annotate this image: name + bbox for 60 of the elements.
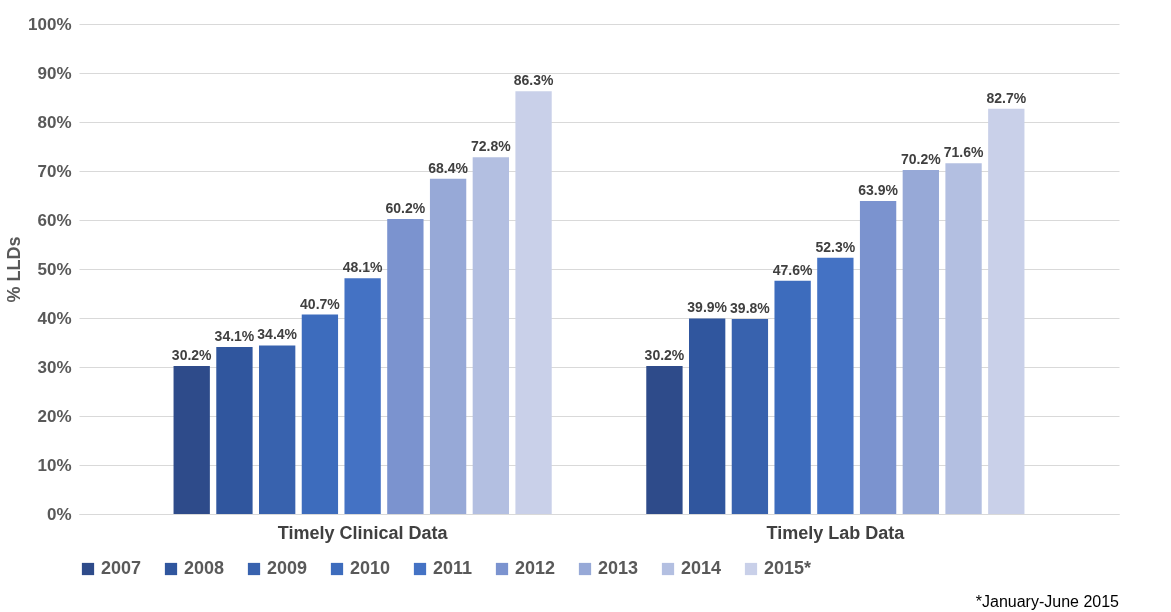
y-tick-label: 20%: [37, 406, 72, 426]
y-tick-label: 80%: [37, 112, 72, 132]
data-label: 86.3%: [513, 72, 554, 89]
data-label: 34.1%: [214, 327, 255, 344]
legend-label: 2011: [433, 558, 473, 578]
legend-label: 2015*: [764, 558, 812, 578]
y-tick-label: 70%: [37, 161, 72, 181]
data-label: 30.2%: [171, 347, 213, 364]
legend-label: 2007: [101, 558, 142, 578]
x-tick-label: Timely Clinical Data: [277, 522, 449, 543]
legend-label: 2008: [184, 558, 225, 578]
bar: [259, 345, 296, 514]
y-tick-label: 90%: [37, 63, 72, 83]
bar: [646, 366, 683, 514]
data-label: 47.6%: [772, 261, 814, 278]
y-tick-label: 50%: [37, 259, 72, 279]
bar: [216, 346, 253, 514]
bar: [387, 219, 424, 514]
bar: [515, 91, 552, 514]
data-label: 39.8%: [730, 299, 771, 316]
y-tick-label: 100%: [28, 14, 72, 34]
bar: [774, 280, 811, 514]
legend-label: 2010: [350, 558, 391, 578]
data-label: 48.1%: [342, 259, 384, 276]
bar: [988, 108, 1025, 514]
bar: [731, 318, 769, 514]
bar: [902, 170, 939, 514]
y-tick-label: 40%: [37, 308, 72, 328]
y-tick-label: 60%: [37, 210, 72, 230]
bar: [859, 200, 897, 514]
data-label: 60.2%: [385, 200, 426, 217]
bar: [945, 163, 982, 514]
y-tick-label: 10%: [37, 455, 72, 475]
y-tick-label: 30%: [37, 357, 72, 377]
data-label: 30.2%: [644, 347, 685, 364]
bar: [472, 157, 509, 514]
data-label: 63.9%: [858, 181, 899, 198]
bar: [817, 257, 854, 514]
data-label: 52.3%: [815, 238, 856, 255]
y-tick-label: 0%: [46, 504, 72, 524]
data-label: 39.9%: [687, 299, 728, 316]
legend-label: 2013: [598, 558, 639, 578]
bar: [689, 318, 726, 514]
data-label: 82.7%: [986, 89, 1027, 106]
bar: [344, 278, 381, 514]
data-label: 70.2%: [900, 151, 942, 168]
bar: [173, 366, 210, 514]
legend-label: 2012: [515, 558, 556, 578]
bar: [301, 314, 339, 514]
bar: [429, 178, 467, 514]
data-label: 72.8%: [470, 138, 512, 155]
legend-label: 2009: [267, 558, 308, 578]
text: *January-June 2015: [975, 593, 1120, 610]
y-axis-title: % LLDs: [4, 236, 25, 303]
data-label: 34.4%: [257, 326, 298, 343]
legend-label: 2014: [681, 558, 722, 578]
data-label: 68.4%: [428, 159, 469, 176]
data-label: 71.6%: [943, 144, 984, 161]
x-tick-label: Timely Lab Data: [766, 522, 906, 543]
data-label: 40.7%: [300, 295, 341, 312]
